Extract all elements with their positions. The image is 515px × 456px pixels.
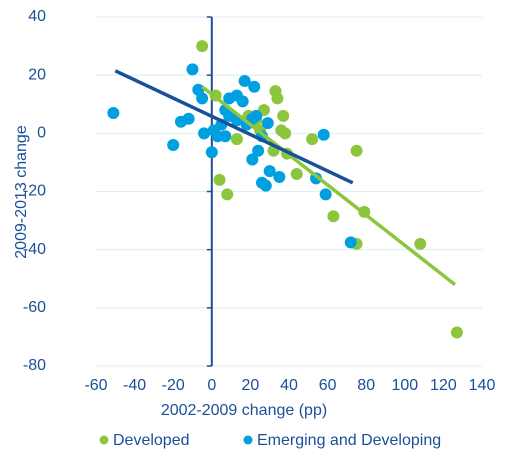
point bbox=[246, 153, 259, 166]
x-tick-label: 20 bbox=[242, 377, 260, 394]
point bbox=[273, 170, 286, 183]
legend-marker bbox=[99, 435, 109, 445]
trend-line bbox=[114, 69, 354, 185]
point bbox=[213, 173, 226, 186]
point bbox=[205, 146, 218, 159]
point bbox=[344, 236, 357, 249]
point bbox=[290, 168, 303, 181]
x-tick-label: 120 bbox=[430, 377, 457, 394]
point bbox=[248, 80, 261, 93]
point bbox=[252, 144, 265, 157]
y-tick-label: 40 bbox=[28, 8, 46, 25]
x-tick-label: -60 bbox=[84, 377, 107, 394]
point bbox=[350, 144, 363, 157]
x-tick-label: -20 bbox=[162, 377, 185, 394]
x-tick-label: -40 bbox=[123, 377, 146, 394]
point bbox=[238, 74, 251, 87]
point bbox=[186, 63, 199, 76]
y-tick-label: -40 bbox=[23, 241, 46, 258]
y-tick-label: -60 bbox=[23, 299, 46, 316]
x-axis-label: 2002-2009 change (pp) bbox=[161, 402, 327, 419]
trend-line bbox=[201, 85, 457, 286]
point bbox=[319, 188, 332, 201]
legend-label: Emerging and Developing bbox=[257, 432, 441, 449]
point bbox=[167, 138, 180, 151]
point bbox=[259, 179, 272, 192]
y-tick-label: -80 bbox=[23, 357, 46, 374]
x-tick-label: 60 bbox=[319, 377, 337, 394]
point bbox=[271, 92, 284, 105]
point bbox=[277, 109, 290, 122]
point bbox=[211, 130, 224, 143]
x-tick-label: 100 bbox=[391, 377, 418, 394]
x-tick-label: 40 bbox=[280, 377, 298, 394]
point bbox=[236, 95, 249, 108]
point bbox=[230, 133, 243, 146]
point bbox=[250, 109, 263, 122]
point bbox=[306, 133, 319, 146]
point bbox=[182, 112, 195, 125]
legend-label: Developed bbox=[113, 432, 190, 449]
point bbox=[221, 188, 234, 201]
point bbox=[414, 237, 427, 250]
y-axis-label: 2009-2013 change bbox=[13, 125, 30, 259]
point bbox=[196, 92, 209, 105]
point bbox=[317, 128, 330, 141]
point bbox=[450, 326, 463, 339]
point bbox=[261, 117, 274, 130]
x-tick-label: 0 bbox=[207, 377, 216, 394]
y-tick-label: 20 bbox=[28, 66, 46, 83]
point bbox=[327, 210, 340, 223]
point bbox=[279, 127, 292, 140]
y-tick-label: 0 bbox=[37, 125, 46, 142]
point bbox=[198, 127, 211, 140]
point bbox=[223, 109, 236, 122]
point bbox=[107, 106, 120, 119]
point bbox=[263, 165, 276, 178]
point bbox=[240, 118, 253, 131]
x-tick-label: 140 bbox=[469, 377, 496, 394]
y-tick-label: -20 bbox=[23, 183, 46, 200]
legend-marker bbox=[243, 435, 253, 445]
point bbox=[196, 40, 209, 53]
x-tick-label: 80 bbox=[357, 377, 375, 394]
